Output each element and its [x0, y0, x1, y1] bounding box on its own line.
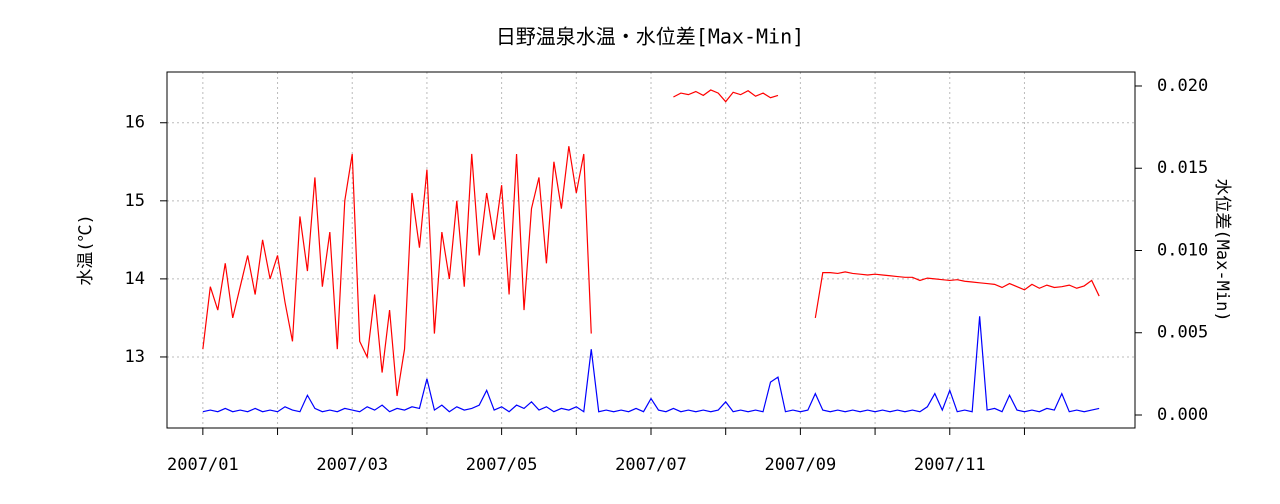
x-tick-label: 2007/01	[167, 455, 239, 475]
y2-tick-label: 0.000	[1157, 405, 1208, 425]
x-tick-label: 2007/05	[466, 455, 538, 475]
y2-axis-label: 水位差(Max-Min)	[1212, 178, 1232, 321]
y-tick-label: 16	[125, 113, 145, 133]
y2-tick-label: 0.015	[1157, 158, 1208, 178]
y2-tick-label: 0.020	[1157, 76, 1208, 96]
x-tick-label: 2007/11	[914, 455, 986, 475]
y-tick-label: 15	[125, 191, 145, 211]
data-line	[202, 316, 1100, 413]
y-axis-label: 水温(℃)	[76, 214, 96, 285]
x-tick-label: 2007/03	[316, 455, 388, 475]
x-tick-label: 2007/07	[615, 455, 687, 475]
y-tick-label: 13	[125, 347, 145, 367]
y2-tick-label: 0.010	[1157, 240, 1208, 260]
x-tick-label: 2007/09	[765, 455, 837, 475]
y2-tick-label: 0.005	[1157, 323, 1208, 343]
chart-title: 日野温泉水温・水位差[Max-Min]	[496, 25, 804, 49]
data-line	[202, 89, 1100, 397]
plot-frame	[166, 71, 1136, 429]
y-tick-label: 14	[125, 269, 145, 289]
